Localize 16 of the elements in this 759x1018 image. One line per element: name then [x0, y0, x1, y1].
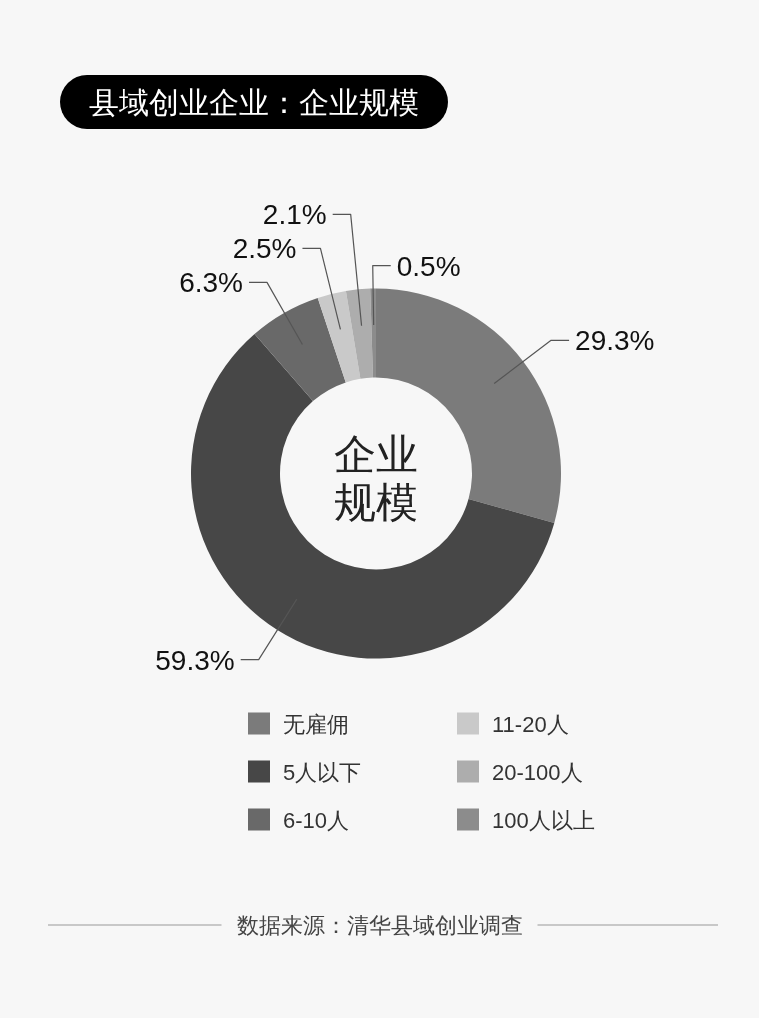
legend-label: 20-100人: [492, 759, 583, 785]
legend-label: 6-10人: [283, 807, 350, 833]
chart-title: 县域创业企业：企业规模: [89, 85, 419, 119]
legend-label: 5人以下: [283, 759, 362, 785]
data-label: 0.5%: [396, 250, 461, 282]
legend-label: 无雇佣: [283, 711, 349, 737]
legend-label: 100人以上: [492, 807, 595, 833]
data-label: 2.5%: [232, 233, 297, 265]
data-label: 6.3%: [179, 267, 243, 299]
text: 企业规模: [334, 430, 418, 526]
source-note: 数据来源：清华县域创业调查: [236, 913, 523, 938]
data-label: 59.3%: [155, 644, 235, 676]
legend-label: 11-20人: [492, 711, 569, 737]
data-label: 2.1%: [262, 199, 327, 231]
title: 县域创业企业：企业规模: [60, 75, 448, 129]
data-label: 29.3%: [575, 325, 655, 357]
